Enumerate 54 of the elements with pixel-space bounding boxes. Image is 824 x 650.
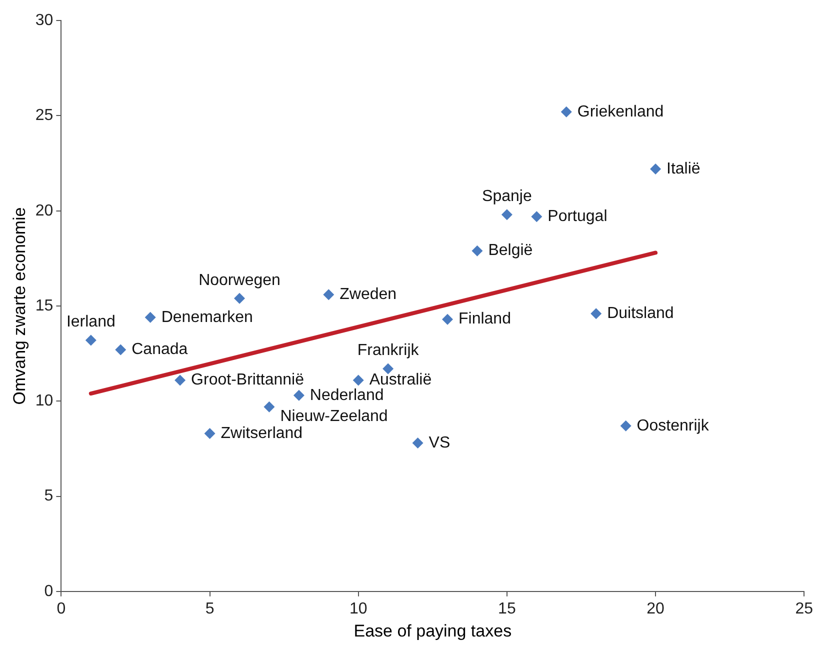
- annotation: Nieuw-Zeeland: [280, 408, 388, 426]
- point: [293, 390, 304, 401]
- annotation: VS: [428, 434, 450, 452]
- point: [442, 314, 454, 325]
- x-axis-title: Ease of paying taxes: [354, 621, 512, 640]
- annotation: Oostenrijk: [636, 417, 710, 434]
- point: [144, 312, 156, 323]
- point: [560, 106, 572, 118]
- point: [323, 289, 334, 300]
- x-tick-label: 10: [349, 600, 368, 618]
- annotation: Duitsland: [607, 305, 674, 322]
- y-tick-label: 30: [35, 12, 54, 30]
- x-tick-label: 15: [498, 600, 516, 618]
- annotation: Finland: [458, 310, 511, 328]
- x-tick-label: 5: [205, 600, 214, 618]
- y-tick-label: 10: [35, 392, 54, 410]
- y-axis-title: Omvang zwarte economie: [10, 207, 29, 405]
- point: [352, 374, 364, 386]
- point: [531, 211, 542, 222]
- x-tick-label: 25: [795, 600, 814, 618]
- point: [234, 292, 245, 304]
- x-tick-label: 0: [56, 600, 66, 618]
- y-tick-label: 5: [44, 488, 54, 505]
- y-tick-label: 15: [35, 297, 54, 314]
- y-tick-label: 20: [35, 202, 54, 220]
- annotation: Canada: [132, 341, 188, 358]
- x-tick-label: 20: [646, 600, 665, 618]
- point: [85, 334, 96, 346]
- annotation: Nederland: [310, 386, 384, 404]
- point: [501, 209, 512, 220]
- annotation: Noorwegen: [198, 272, 280, 289]
- y-tick-label: 25: [35, 107, 54, 124]
- annotation: Ierland: [66, 314, 116, 331]
- annotation: Italië: [666, 160, 700, 178]
- point: [115, 344, 126, 356]
- annotation: België: [488, 242, 533, 260]
- annotation: Australië: [369, 372, 432, 389]
- y-tick-label: 0: [44, 582, 54, 600]
- point: [620, 420, 632, 432]
- annotation: Groot-Brittannië: [191, 372, 304, 389]
- annotation: Frankrijk: [357, 342, 420, 360]
- annotation: Denemarken: [161, 308, 253, 326]
- point: [174, 374, 186, 386]
- annotation: Portugal: [548, 208, 608, 225]
- point: [590, 308, 602, 320]
- annotation: Zwitserland: [220, 424, 303, 442]
- point: [204, 428, 216, 439]
- annotation: Spanje: [482, 188, 532, 206]
- annotation: Zweden: [340, 286, 397, 303]
- point: [264, 401, 275, 412]
- point: [412, 437, 424, 448]
- point: [472, 245, 483, 256]
- annotation: Griekenland: [577, 103, 664, 120]
- point: [650, 164, 662, 175]
